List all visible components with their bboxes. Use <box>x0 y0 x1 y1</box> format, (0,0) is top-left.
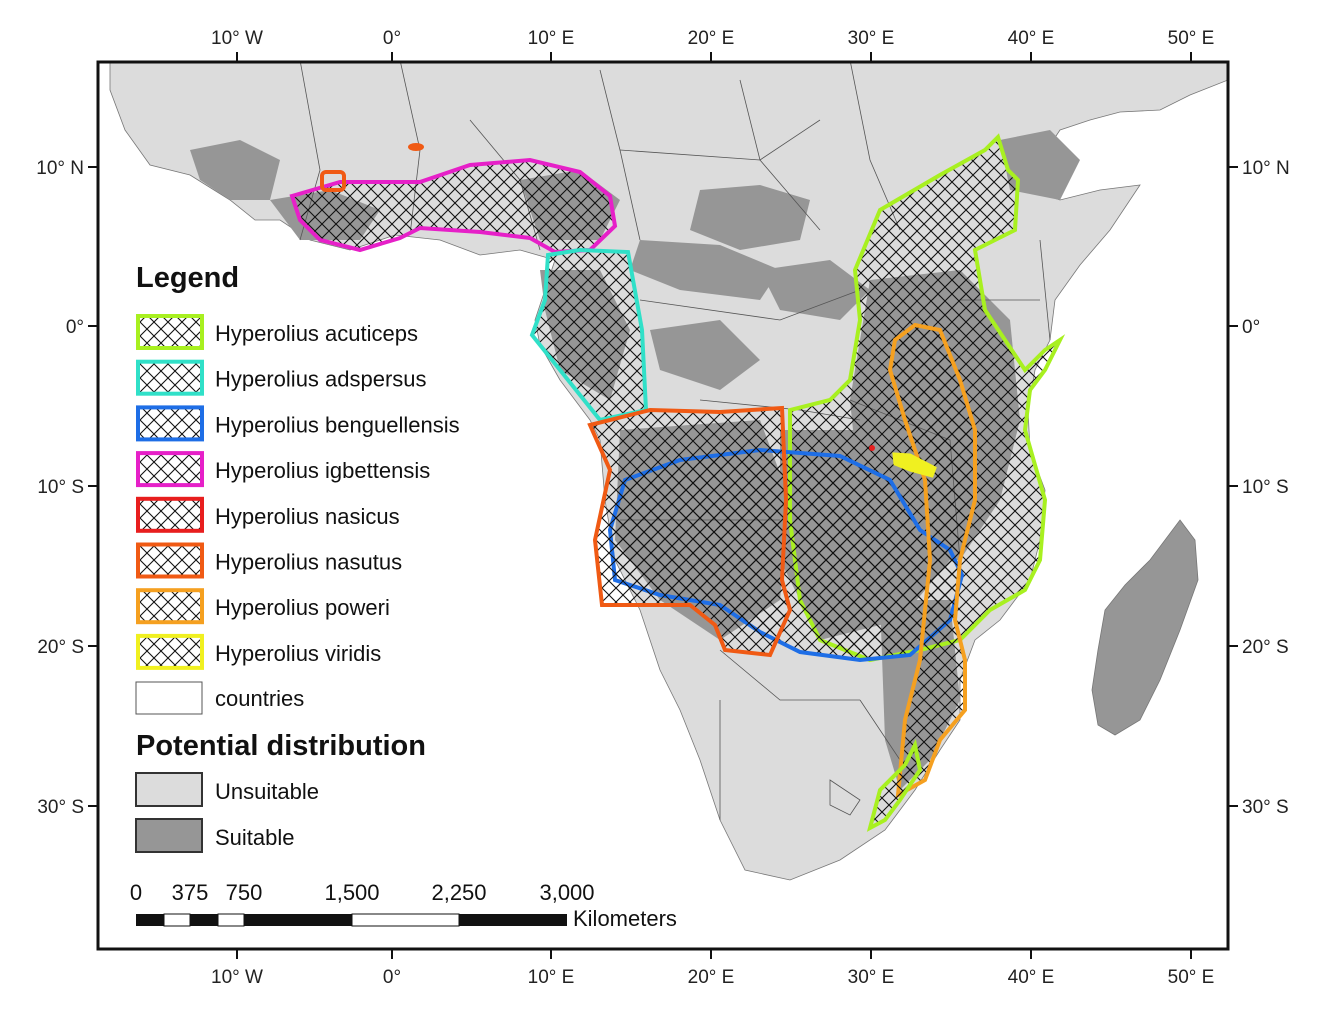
scale-tick-label: 0 <box>130 880 142 905</box>
range-nasicus <box>869 445 875 451</box>
legend-swatch-countries <box>135 681 203 715</box>
range-nasutus <box>587 405 793 658</box>
legend-label-countries: countries <box>215 686 304 711</box>
legend-swatch-species <box>136 405 204 442</box>
scale-seg-4 <box>217 913 245 927</box>
lat-label-right: 10° S <box>1242 477 1289 498</box>
range-adspersus <box>529 247 649 423</box>
scale-seg-7 <box>459 914 567 926</box>
madagascar <box>1091 519 1199 736</box>
legend-distribution-title: Potential distribution <box>136 730 426 762</box>
legend-label-species: Hyperolius acuticeps <box>215 321 418 346</box>
legend-label-species: Hyperolius viridis <box>215 641 381 666</box>
scale-unit: Kilometers <box>573 906 677 931</box>
graticule-ticks <box>88 52 1238 959</box>
legend-label-species: Hyperolius poweri <box>215 595 390 620</box>
legend-swatch-species <box>136 451 204 488</box>
lon-label-bottom: 20° E <box>688 967 735 988</box>
scale-bar: 0 375 750 1,500 2,250 3,000 Kilometers <box>130 880 677 931</box>
range-poweri <box>887 322 977 799</box>
legend-title: Legend <box>136 262 239 294</box>
lon-label-bottom: 0° <box>383 967 401 988</box>
range-acuticeps-south <box>866 738 923 832</box>
lon-label-bottom: 10° E <box>528 967 575 988</box>
range-nasutus-patch-north <box>408 143 424 151</box>
legend-swatch-species <box>136 633 204 670</box>
lat-label-left: 30° S <box>37 797 84 818</box>
map-border <box>96 60 1230 951</box>
scale-tick-label: 2,250 <box>431 880 486 905</box>
scale-tick-label: 3,000 <box>539 880 594 905</box>
legend-swatch-distribution <box>135 772 203 807</box>
legend-label-species: Hyperolius adspersus <box>215 367 427 392</box>
lon-label-top: 10° W <box>211 28 263 49</box>
scale-seg-2 <box>163 913 191 927</box>
lat-label-right: 30° S <box>1242 797 1289 818</box>
lat-label-right: 10° N <box>1242 158 1290 179</box>
scale-tick-label: 750 <box>226 880 263 905</box>
legend-distribution-list: Unsuitable Suitable <box>135 772 319 853</box>
legend-swatch-distribution <box>135 818 203 853</box>
lon-label-bottom: 50° E <box>1168 967 1215 988</box>
legend-swatch-species <box>136 588 204 625</box>
scale-seg-3 <box>190 914 218 926</box>
lon-label-top: 0° <box>383 28 401 49</box>
lon-label-top: 50° E <box>1168 28 1215 49</box>
legend-label-species: Hyperolius nasutus <box>215 550 402 575</box>
legend-label-species: Hyperolius igbettensis <box>215 458 430 483</box>
legend-swatch-species <box>136 542 204 579</box>
legend-label-species: Hyperolius benguellensis <box>215 412 460 437</box>
legend-swatch-species <box>136 496 204 533</box>
range-nasutus-patch <box>320 170 346 192</box>
lon-label-bottom: 30° E <box>848 967 895 988</box>
legend-label-distribution: Unsuitable <box>215 779 319 804</box>
legend: Legend Hyperolius acuticeps Hyperolius ad… <box>135 262 460 853</box>
scale-tick-label: 375 <box>172 880 209 905</box>
lon-label-top: 10° E <box>528 28 575 49</box>
lat-label-left: 10° N <box>36 158 84 179</box>
lon-label-top: 30° E <box>848 28 895 49</box>
scale-seg-6 <box>351 913 460 927</box>
lat-label-left: 20° S <box>37 637 84 658</box>
scale-seg-1 <box>136 914 164 926</box>
graticule-labels: 10° W 10° W 0° 0° 10° E 10° E 20° E 20° E 30° E 3… <box>36 28 1289 988</box>
lon-label-top: 40° E <box>1008 28 1055 49</box>
lat-label-left: 0° <box>66 317 84 338</box>
legend-species-list: Hyperolius acuticeps Hyperolius adspersus… <box>136 314 460 670</box>
legend-swatch-species <box>136 359 204 396</box>
lon-label-bottom: 40° E <box>1008 967 1055 988</box>
scale-seg-5 <box>244 914 352 926</box>
scale-tick-label: 1,500 <box>324 880 379 905</box>
lat-label-right: 0° <box>1242 317 1260 338</box>
lat-label-right: 20° S <box>1242 637 1289 658</box>
legend-swatch-species <box>136 314 204 350</box>
range-viridis <box>892 452 937 478</box>
legend-label-distribution: Suitable <box>215 825 295 850</box>
legend-label-species: Hyperolius nasicus <box>215 504 400 529</box>
lon-label-bottom: 10° W <box>211 967 263 988</box>
lon-label-top: 20° E <box>688 28 735 49</box>
lat-label-left: 10° S <box>37 477 84 498</box>
